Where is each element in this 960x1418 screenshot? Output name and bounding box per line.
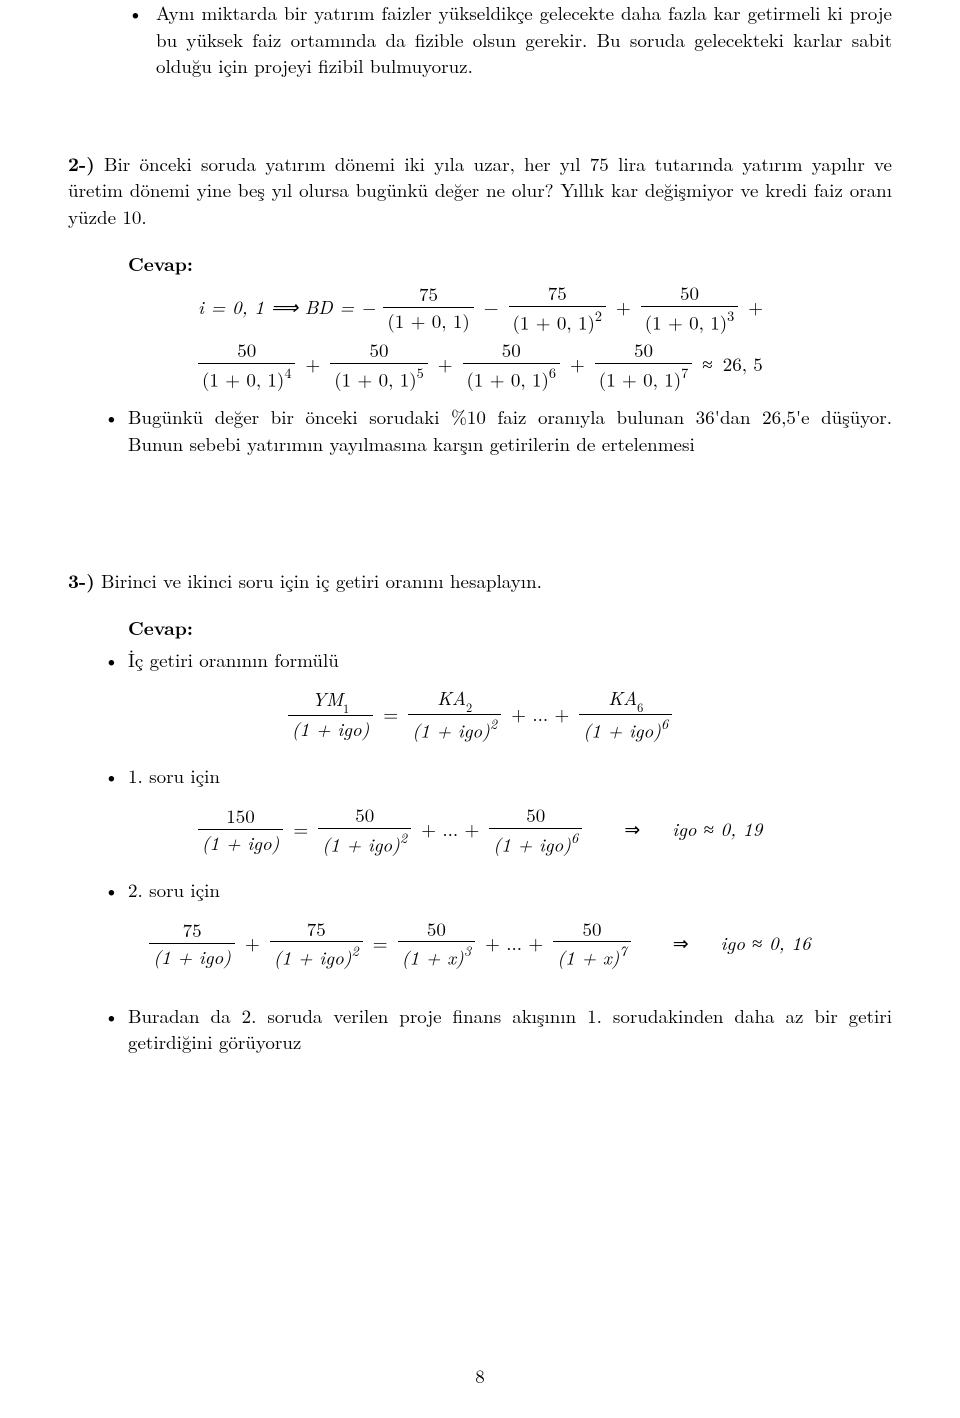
s2-eq: = — [371, 930, 390, 957]
q3-f-r1-den: (1 + igo)2 — [408, 714, 501, 741]
s2-l1-num: 75 — [179, 919, 206, 943]
s1-imp: ⇒ — [622, 816, 642, 843]
q2-eq-row1: i = 0, 1 ⟹ BD = − 75 (1 + 0, 1) − 75 (1 … — [198, 282, 892, 333]
plus-trail-1: + — [746, 294, 765, 321]
q2-frac-2-num: 75 — [544, 282, 571, 306]
s1-r1: 50 (1 + igo)2 — [318, 804, 411, 855]
s2-rn-den: (1 + x)7 — [553, 941, 631, 968]
s2-l2-den: (1 + igo)2 — [270, 941, 363, 968]
plus-1: + — [614, 294, 633, 321]
minus-1: − — [482, 294, 501, 321]
page-number: 8 — [0, 1363, 960, 1390]
q3-text: Birinci ve ikinci soru için iç getiri or… — [95, 567, 542, 594]
s2-plus: + — [243, 930, 262, 957]
s1-lhs-num: 150 — [222, 805, 259, 829]
question-2: 2-) Bir önceki soruda yatırım dönemi iki… — [68, 150, 892, 231]
q2-frac-5: 50 (1 + 0, 1)5 — [330, 339, 427, 390]
q3-s1-bullet: 1. soru için — [68, 763, 892, 790]
s1-dots: + ... + — [419, 816, 481, 843]
q2-eq-lead: i = 0, 1 ⟹ BD = − — [198, 294, 375, 321]
q2-frac-5-num: 50 — [365, 339, 392, 363]
s2-result: igo ≈ 0, 16 — [721, 930, 811, 957]
s2-r1: 50 (1 + x)3 — [398, 918, 476, 969]
q3-s2-bullet: 2. soru için — [68, 877, 892, 904]
q2-frac-2-den: (1 + 0, 1)2 — [509, 306, 606, 333]
q3-f-eq: = — [381, 701, 400, 728]
s2-l1: 75 (1 + igo) — [149, 919, 235, 968]
q2-frac-7: 50 (1 + 0, 1)7 — [595, 339, 692, 390]
s2-rn-num: 50 — [578, 918, 605, 942]
s1-rn: 50 (1 + igo)6 — [489, 804, 582, 855]
s1-eq: = — [291, 816, 310, 843]
q2-frac-6-num: 50 — [498, 339, 525, 363]
q2-eq-block: i = 0, 1 ⟹ BD = − 75 (1 + 0, 1) − 75 (1 … — [68, 282, 892, 390]
q2-frac-1-num: 75 — [415, 283, 442, 307]
q2-cevap-label: Cevap: — [68, 250, 892, 277]
q3-f-r1-num: KA2 — [433, 687, 476, 714]
approx-1: ≈ — [700, 351, 714, 378]
s2-l2-num: 75 — [303, 918, 330, 942]
q3-label: 3-) — [68, 566, 95, 594]
top-bullet: Aynı miktarda bir yatırım faizler yüksel… — [68, 0, 892, 80]
q2-frac-2: 75 (1 + 0, 1)2 — [509, 282, 606, 333]
q2-conclusion-bullet: Bugünkü değer bir önceki sorudaki %10 fa… — [68, 404, 892, 457]
q3-f-lhs-den: (1 + igo) — [288, 715, 374, 740]
s1-rn-den: (1 + igo)6 — [489, 828, 582, 855]
q3-f-rn-num: KA6 — [604, 687, 647, 714]
q3-f-lhs: YM1 (1 + igo) — [288, 688, 374, 740]
s1-result: igo ≈ 0, 19 — [672, 816, 762, 843]
q3-formula-bullet: İç getiri oranının formülü — [68, 647, 892, 674]
plus-4: + — [568, 351, 587, 378]
q2-frac-6-den: (1 + 0, 1)6 — [463, 363, 560, 390]
q2-eq-result: 26, 5 — [723, 351, 763, 378]
q2-eq-row2: 50 (1 + 0, 1)4 + 50 (1 + 0, 1)5 + 50 (1 … — [198, 339, 892, 390]
q2-frac-5-den: (1 + 0, 1)5 — [330, 363, 427, 390]
s2-rn: 50 (1 + x)7 — [553, 918, 631, 969]
s2-r1-den: (1 + x)3 — [398, 941, 476, 968]
q2-frac-1-den: (1 + 0, 1) — [383, 307, 473, 332]
q2-frac-7-num: 50 — [630, 339, 657, 363]
s2-l1-den: (1 + igo) — [149, 943, 235, 968]
q2-frac-4: 50 (1 + 0, 1)4 — [198, 339, 295, 390]
q2-frac-3: 50 (1 + 0, 1)3 — [641, 282, 738, 333]
q3-f-r1: KA2 (1 + igo)2 — [408, 687, 501, 741]
q2-frac-1: 75 (1 + 0, 1) — [383, 283, 473, 332]
q3-conclusion-bullet: Buradan da 2. soruda verilen proje finan… — [68, 1003, 892, 1056]
q2-frac-7-den: (1 + 0, 1)7 — [595, 363, 692, 390]
q3-f-rn-den: (1 + igo)6 — [579, 714, 672, 741]
q3-s1-row: 150 (1 + igo) = 50 (1 + igo)2 + ... + 50… — [68, 804, 892, 855]
q3-formula-row: YM1 (1 + igo) = KA2 (1 + igo)2 + ... + K… — [68, 687, 892, 741]
s1-r1-num: 50 — [351, 804, 378, 828]
q2-text: Bir önceki soruda yatırım dönemi iki yıl… — [68, 150, 892, 230]
s1-r1-den: (1 + igo)2 — [318, 828, 411, 855]
q2-frac-6: 50 (1 + 0, 1)6 — [463, 339, 560, 390]
q3-s2-row: 75 (1 + igo) + 75 (1 + igo)2 = 50 (1 + x… — [68, 918, 892, 969]
s1-rn-num: 50 — [522, 804, 549, 828]
s2-r1-num: 50 — [423, 918, 450, 942]
q3-f-lhs-num: YM1 — [308, 688, 353, 715]
q2-label: 2-) — [68, 149, 95, 177]
s2-dots: + ... + — [483, 930, 545, 957]
q2-frac-4-num: 50 — [233, 339, 260, 363]
question-3: 3-) Birinci ve ikinci soru için iç getir… — [68, 567, 892, 595]
q3-f-rn: KA6 (1 + igo)6 — [579, 687, 672, 741]
q2-frac-4-den: (1 + 0, 1)4 — [198, 363, 295, 390]
q3-f-dots: + ... + — [509, 701, 571, 728]
q2-frac-3-num: 50 — [676, 282, 703, 306]
plus-3: + — [436, 351, 455, 378]
s2-imp: ⇒ — [671, 930, 691, 957]
plus-2: + — [303, 351, 322, 378]
s1-lhs: 150 (1 + igo) — [198, 805, 284, 854]
q3-cevap-label: Cevap: — [68, 614, 892, 641]
q2-frac-3-den: (1 + 0, 1)3 — [641, 306, 738, 333]
s2-l2: 75 (1 + igo)2 — [270, 918, 363, 969]
s1-lhs-den: (1 + igo) — [198, 829, 284, 854]
